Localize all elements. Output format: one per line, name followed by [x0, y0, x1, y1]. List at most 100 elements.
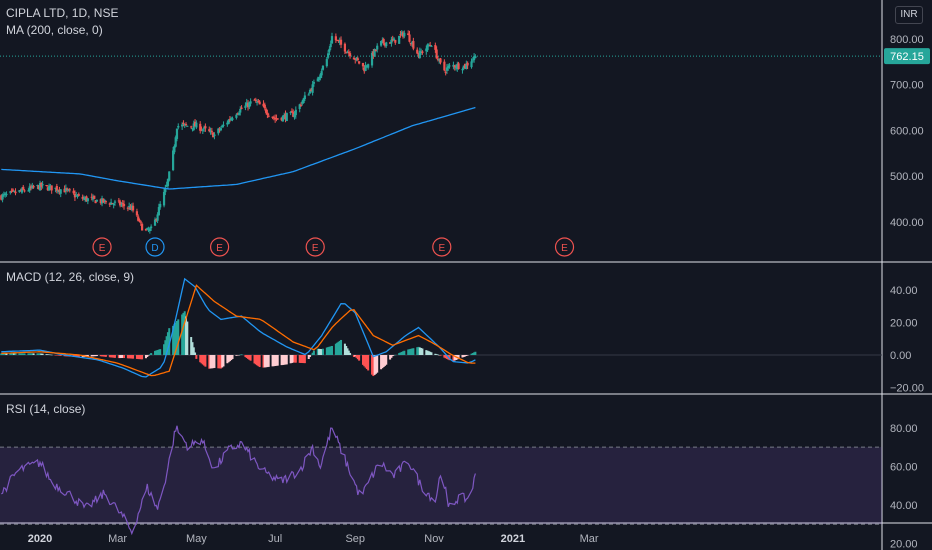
macd-histogram-bar [57, 355, 60, 356]
marker-label: E [216, 243, 223, 254]
macd-histogram-bar [14, 353, 17, 355]
time-tick-label: Sep [345, 533, 365, 545]
macd-histogram-bar [325, 347, 328, 355]
macd-histogram-bar [407, 349, 410, 355]
candle-body [130, 205, 133, 209]
macd-histogram-bar [165, 336, 168, 355]
candle-body [376, 45, 379, 50]
candle-body [465, 64, 468, 69]
macd-histogram-bar [444, 355, 447, 359]
macd-histogram-bar [448, 355, 451, 361]
rsi-legend[interactable]: RSI (14, close) [6, 402, 86, 416]
candle-body [445, 67, 449, 71]
macd-histogram-bar [294, 355, 297, 363]
dividend-marker [145, 237, 165, 257]
candle-body [1, 194, 4, 200]
candle-body [399, 34, 402, 36]
candle-body [157, 207, 160, 216]
candle-body [168, 171, 171, 181]
macd-histogram-bar [321, 348, 324, 355]
macd-histogram-bar [418, 347, 421, 355]
macd-histogram-bar [154, 350, 157, 355]
candle-body [19, 190, 22, 192]
macd-histogram-bar [274, 355, 277, 366]
macd-legend[interactable]: MACD (12, 26, close, 9) [6, 270, 135, 284]
candle-body [182, 122, 185, 125]
symbol-legend[interactable]: CIPLA LTD, 1D, NSE [6, 6, 119, 20]
last-price-label: 762.15 [890, 51, 924, 63]
macd-histogram-bar [141, 355, 144, 360]
ma-legend[interactable]: MA (200, close, 0) [6, 23, 103, 37]
macd-histogram-bar [382, 355, 385, 367]
macd-histogram-bar [219, 355, 222, 369]
currency-button[interactable]: INR [895, 6, 923, 24]
candle-body [410, 42, 414, 44]
candle-body [212, 132, 215, 138]
candle-body [474, 56, 477, 59]
candle-body [20, 188, 24, 193]
macd-histogram-bar [210, 355, 213, 369]
candle-body [426, 44, 429, 51]
candle-body [174, 137, 177, 147]
candle-body [94, 200, 97, 204]
candle-body [68, 189, 71, 191]
macd-histogram-bar [443, 355, 446, 358]
candle-body [156, 214, 159, 221]
candle-body [13, 190, 16, 192]
macd-histogram-bar [462, 355, 465, 357]
candle-body [165, 184, 168, 187]
candle-body [317, 76, 321, 80]
candle-body [321, 65, 325, 70]
macd-histogram-bar [394, 354, 397, 356]
candle-body [54, 187, 57, 189]
candle-body [58, 189, 61, 193]
candle-body [100, 198, 104, 204]
candle-body [434, 45, 437, 50]
macd-histogram-bar [381, 355, 384, 369]
candle-body [244, 105, 247, 108]
candle-body [226, 122, 229, 125]
macd-histogram-bar [372, 355, 375, 377]
macd-histogram-bar [266, 355, 269, 368]
macd-histogram-bar [399, 352, 402, 355]
macd-histogram-bar [358, 355, 361, 361]
candle-body [59, 189, 62, 194]
candle-body [57, 190, 60, 192]
candle-body [418, 50, 421, 58]
macd-histogram-bar [22, 353, 25, 355]
macd-histogram-bar [258, 355, 261, 368]
candle-body [443, 61, 446, 71]
macd-histogram-bar [59, 355, 62, 356]
macd-histogram-bar [280, 355, 283, 366]
macd-histogram-bar [327, 347, 330, 355]
candle-body [64, 188, 67, 191]
candle-body [374, 49, 378, 51]
macd-histogram-bar [347, 350, 350, 355]
macd-histogram-bar [75, 355, 78, 357]
macd-histogram-bar [39, 353, 42, 355]
candle-body [328, 48, 331, 52]
macd-histogram-bar [425, 350, 428, 355]
rsi-line [1, 425, 476, 536]
candle-body [28, 186, 31, 191]
macd-histogram-bar [312, 350, 315, 355]
macd-histogram-bar [429, 351, 432, 355]
macd-histogram-bar [398, 353, 401, 355]
candle-body [38, 183, 42, 191]
macd-histogram-bar [380, 355, 383, 370]
macd-histogram-bar [48, 354, 51, 355]
candle-body [153, 219, 157, 226]
candle-body [379, 40, 383, 46]
macd-histogram-bar [340, 339, 343, 355]
candle-body [209, 130, 212, 133]
rsi-band [0, 447, 882, 525]
candle-body [93, 195, 96, 199]
macd-histogram-bar [247, 355, 250, 359]
macd-histogram-bar [128, 355, 131, 359]
candle-body [72, 190, 75, 194]
candle-body [227, 119, 230, 124]
time-tick-label: Mar [108, 533, 127, 545]
candle-body [425, 48, 428, 52]
candle-body [390, 39, 393, 44]
